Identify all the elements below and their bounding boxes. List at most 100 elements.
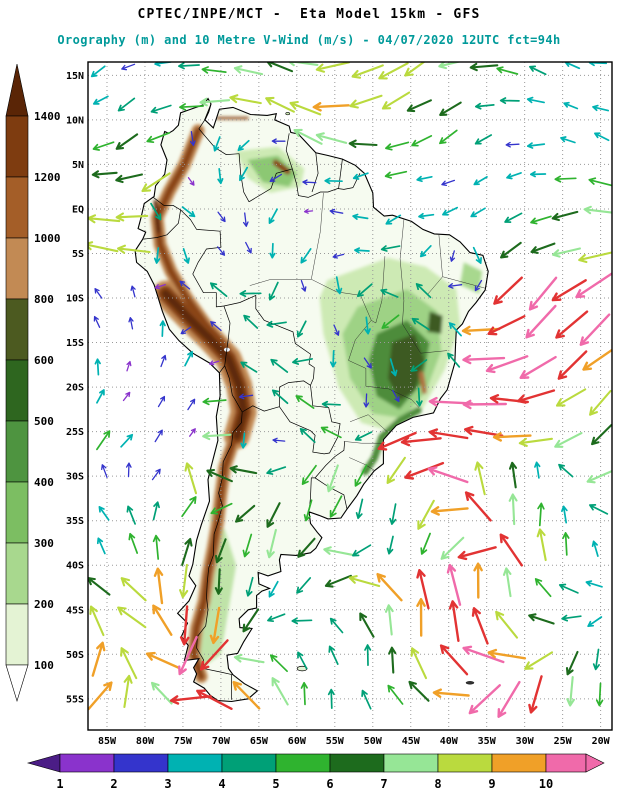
wind-tick-label: 8 [434, 777, 441, 791]
wind-arrow [157, 395, 166, 408]
wind-arrow [152, 501, 160, 521]
wind-arrow [355, 498, 364, 520]
wind-arrow [269, 242, 276, 259]
wind-arrow [328, 645, 339, 665]
country-border [180, 209, 221, 232]
wind-arrow [152, 604, 173, 636]
wind-arrow [388, 646, 397, 674]
wind-arrow [578, 251, 612, 264]
wind-tick-label: 9 [488, 777, 495, 791]
lon-axis-label: 55W [326, 736, 345, 747]
wind-arrow [582, 349, 612, 371]
oro-segment [5, 176, 29, 239]
wind-arrow [508, 493, 518, 526]
wind-arrow [440, 536, 465, 560]
wind-arrow [229, 465, 258, 475]
wind-arrow [229, 94, 262, 105]
country-border [196, 411, 243, 676]
lon-axis-label: 30W [516, 736, 535, 747]
wind-arrow [496, 66, 519, 75]
lon-axis-label: 80W [136, 736, 155, 747]
wind-arrow [470, 207, 486, 218]
wind-arrow [519, 355, 557, 379]
wind-arrow [594, 132, 610, 142]
wind-arrow [376, 573, 403, 602]
oro-tick-label: 1200 [34, 171, 61, 184]
state-border [348, 320, 372, 387]
wind-tick-label: 5 [272, 777, 279, 791]
wind-arrow [420, 532, 431, 555]
oro-segment [5, 603, 29, 666]
wind-arrow [233, 65, 264, 76]
wind-arrow [462, 645, 505, 664]
wind-arrow [354, 464, 368, 487]
wind-arrow [587, 616, 603, 628]
wind-arrow [181, 206, 196, 218]
wind-arrow [449, 250, 456, 262]
andes-ridge [418, 371, 427, 394]
wind-arrow [123, 674, 133, 709]
wind-arrow [462, 354, 506, 365]
wind-arrow [199, 97, 231, 107]
wind-arrow [209, 282, 228, 298]
lon-axis-label: 70W [212, 736, 231, 747]
wind-arrow [266, 62, 294, 73]
wind-arrow [410, 359, 428, 372]
lon-axis-label: 65W [250, 736, 269, 747]
wind-arrow [209, 360, 220, 366]
wind-arrow [151, 468, 161, 481]
lat-axis-label: 35S [66, 516, 84, 527]
wind-arrow [518, 437, 553, 447]
wind-arrow [508, 461, 518, 489]
lat-axis-label: 15S [66, 338, 84, 349]
wind-arrow [301, 464, 317, 485]
lon-axis-label: 75W [174, 736, 193, 747]
wind-arrow [588, 177, 612, 187]
oro-tick-label: 100 [34, 659, 54, 672]
wind-arrow [312, 102, 350, 112]
wind-arrow [115, 212, 149, 222]
oro-tick-label: 300 [34, 537, 54, 550]
wind-arrow [232, 681, 261, 710]
lon-axis-label: 45W [402, 736, 421, 747]
wind-arrow [159, 320, 166, 337]
oro-segment [5, 481, 29, 544]
wind-arrow [592, 648, 600, 671]
wind-tick-label: 1 [56, 777, 63, 791]
state-border [311, 192, 324, 280]
wind-arrow [120, 433, 134, 448]
wind-arrow [416, 387, 423, 407]
wind-arrow [242, 533, 253, 558]
wind-arrow [430, 506, 469, 516]
oro-segment [5, 237, 29, 300]
wind-arrow [575, 272, 612, 299]
wind-arrow [555, 310, 589, 339]
wind-arrow [377, 431, 417, 451]
wind-arrow [356, 283, 373, 298]
wind-arrow [359, 612, 375, 638]
wind-arrow-low [26, 753, 61, 773]
wind-arrow [474, 279, 483, 292]
wind-arrow [271, 677, 289, 706]
wind-arrow [439, 644, 469, 676]
wind-arrow [150, 202, 162, 221]
wind-arrow [240, 432, 247, 449]
wind-arrow [237, 139, 250, 152]
country-border [285, 133, 293, 170]
wind-arrow [406, 99, 432, 113]
wind-arrow [117, 244, 151, 254]
wind-arrow [448, 322, 462, 337]
wind-arrow [591, 424, 612, 446]
wind-arrow [141, 172, 171, 193]
wind-arrow [534, 461, 541, 479]
wind-arrow [323, 546, 354, 556]
wind-arrow [181, 496, 197, 518]
wind-arrow [526, 142, 546, 149]
country-border [143, 209, 181, 240]
wind-arrow [560, 136, 576, 144]
wind-arrow [153, 567, 164, 605]
wind-arrow [179, 605, 190, 646]
wind-segment [275, 753, 331, 773]
wind-arrow-field [88, 62, 612, 718]
wind-arrow [270, 358, 289, 373]
